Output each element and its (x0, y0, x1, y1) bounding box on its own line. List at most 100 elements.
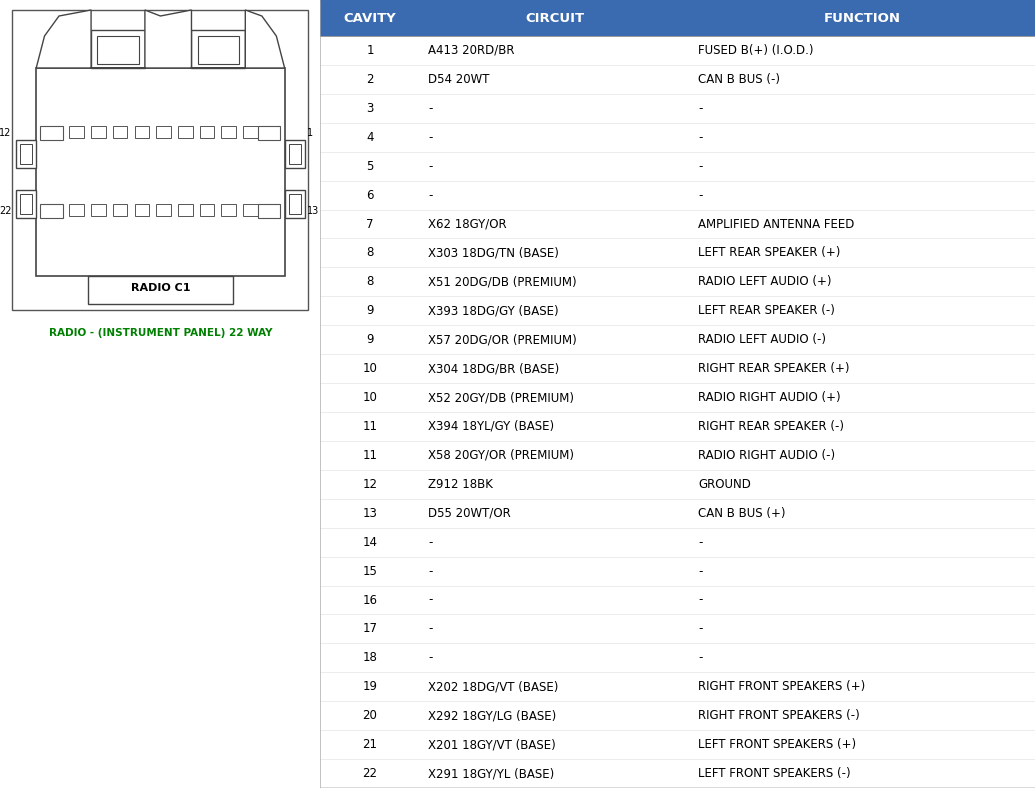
Text: -: - (428, 652, 433, 664)
Bar (320, 354, 1035, 383)
Text: -: - (698, 131, 703, 143)
Bar (320, 267, 1035, 296)
Text: RADIO RIGHT AUDIO (-): RADIO RIGHT AUDIO (-) (698, 449, 835, 462)
Bar (320, 528, 1035, 556)
Text: D55 20WT/OR: D55 20WT/OR (428, 507, 510, 520)
Text: 3: 3 (366, 102, 374, 115)
Bar (320, 36, 1035, 65)
Text: -: - (698, 652, 703, 664)
Text: -: - (428, 131, 433, 143)
Text: X394 18YL/GY (BASE): X394 18YL/GY (BASE) (428, 420, 554, 433)
Bar (320, 325, 1035, 354)
Bar (178, 126, 193, 138)
Text: 8: 8 (366, 275, 374, 288)
Bar (320, 499, 1035, 528)
Bar (200, 204, 214, 216)
Bar (113, 126, 127, 138)
Bar (198, 36, 239, 64)
Text: -: - (428, 102, 433, 115)
Text: -: - (698, 593, 703, 607)
Bar (178, 204, 193, 216)
Bar (156, 204, 171, 216)
Bar (20, 144, 32, 164)
Bar (320, 152, 1035, 180)
Text: X52 20GY/DB (PREMIUM): X52 20GY/DB (PREMIUM) (428, 391, 574, 404)
Bar (320, 730, 1035, 759)
Bar (258, 204, 280, 218)
Bar (16, 190, 36, 218)
Text: RIGHT REAR SPEAKER (+): RIGHT REAR SPEAKER (+) (698, 362, 850, 375)
Text: -: - (698, 160, 703, 173)
Text: -: - (428, 623, 433, 635)
Bar (320, 441, 1035, 470)
Text: RADIO C1: RADIO C1 (130, 283, 190, 293)
Text: 20: 20 (362, 709, 378, 722)
Bar (36, 68, 285, 276)
Text: Z912 18BK: Z912 18BK (428, 478, 493, 491)
Text: 18: 18 (362, 652, 378, 664)
Bar (191, 30, 245, 68)
Text: 1: 1 (366, 44, 374, 57)
Bar (91, 204, 106, 216)
Bar (221, 204, 236, 216)
Bar (289, 194, 301, 214)
Bar (135, 126, 149, 138)
Text: X201 18GY/VT (BASE): X201 18GY/VT (BASE) (428, 738, 556, 751)
Text: X303 18DG/TN (BASE): X303 18DG/TN (BASE) (428, 247, 559, 259)
Bar (289, 144, 301, 164)
Text: 22: 22 (362, 767, 378, 780)
Text: LEFT REAR SPEAKER (+): LEFT REAR SPEAKER (+) (698, 247, 840, 259)
Bar (320, 701, 1035, 730)
Text: X62 18GY/OR: X62 18GY/OR (428, 217, 506, 231)
Bar (320, 412, 1035, 441)
Text: X291 18GY/YL (BASE): X291 18GY/YL (BASE) (428, 767, 555, 780)
Text: AMPLIFIED ANTENNA FEED: AMPLIFIED ANTENNA FEED (698, 217, 854, 231)
Text: 2: 2 (366, 72, 374, 86)
Text: 4: 4 (366, 131, 374, 143)
Text: -: - (428, 160, 433, 173)
Text: 7: 7 (366, 217, 374, 231)
Text: LEFT REAR SPEAKER (-): LEFT REAR SPEAKER (-) (698, 304, 835, 318)
Bar (40, 204, 63, 218)
Bar (320, 94, 1035, 123)
Bar (40, 126, 63, 140)
Text: GROUND: GROUND (698, 478, 750, 491)
Bar (91, 30, 145, 68)
Text: X304 18DG/BR (BASE): X304 18DG/BR (BASE) (428, 362, 559, 375)
Text: LEFT FRONT SPEAKERS (-): LEFT FRONT SPEAKERS (-) (698, 767, 851, 780)
Bar (97, 36, 139, 64)
Bar (320, 615, 1035, 643)
Bar (320, 383, 1035, 412)
Bar (221, 126, 236, 138)
Text: 14: 14 (362, 536, 378, 548)
Text: 10: 10 (362, 391, 378, 404)
Bar (320, 556, 1035, 585)
Bar (320, 643, 1035, 672)
Text: X202 18DG/VT (BASE): X202 18DG/VT (BASE) (428, 680, 558, 693)
Text: 13: 13 (307, 206, 320, 216)
Text: 13: 13 (362, 507, 378, 520)
Text: X58 20GY/OR (PREMIUM): X58 20GY/OR (PREMIUM) (428, 449, 574, 462)
Text: CAVITY: CAVITY (344, 12, 396, 24)
Text: 1: 1 (307, 128, 314, 138)
Text: -: - (428, 188, 433, 202)
Text: X393 18DG/GY (BASE): X393 18DG/GY (BASE) (428, 304, 559, 318)
Bar (320, 470, 1035, 499)
Text: -: - (428, 564, 433, 578)
Bar (320, 296, 1035, 325)
Polygon shape (36, 10, 285, 68)
Bar (320, 180, 1035, 210)
Bar (91, 126, 106, 138)
Text: -: - (698, 188, 703, 202)
Text: RADIO LEFT AUDIO (-): RADIO LEFT AUDIO (-) (698, 333, 826, 346)
Text: -: - (698, 536, 703, 548)
Text: 16: 16 (362, 593, 378, 607)
Bar (243, 126, 258, 138)
Bar (20, 194, 32, 214)
Bar (135, 204, 149, 216)
Bar (320, 0, 1035, 36)
Text: 17: 17 (362, 623, 378, 635)
Text: X292 18GY/LG (BASE): X292 18GY/LG (BASE) (428, 709, 556, 722)
Text: -: - (698, 564, 703, 578)
Text: RIGHT REAR SPEAKER (-): RIGHT REAR SPEAKER (-) (698, 420, 844, 433)
